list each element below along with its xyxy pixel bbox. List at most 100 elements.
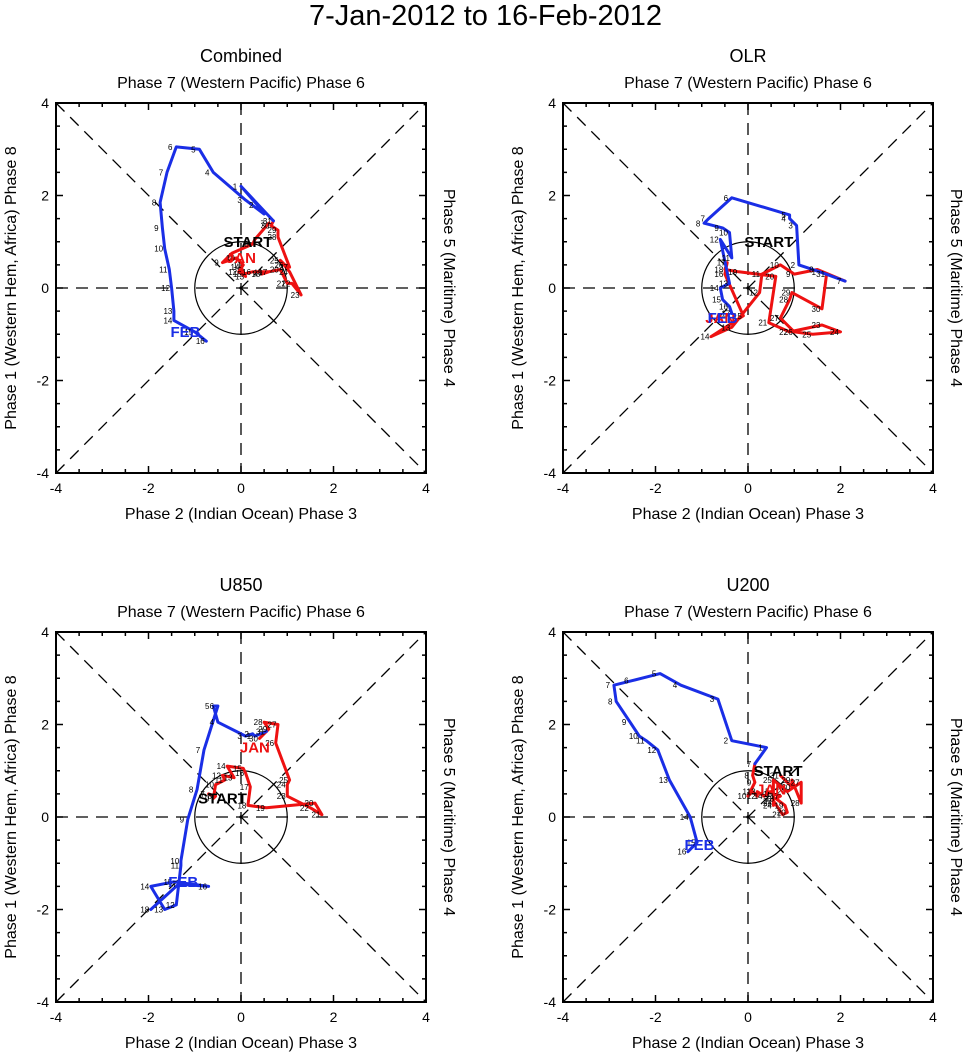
jan-label: JAN bbox=[226, 250, 256, 267]
bottom-axis-label: Phase 2 (Indian Ocean) Phase 3 bbox=[632, 506, 864, 523]
y-tick-label: 4 bbox=[41, 624, 49, 640]
day-label: 8 bbox=[809, 266, 814, 275]
day-label: 13 bbox=[719, 279, 728, 288]
feb-label: FEB bbox=[168, 874, 198, 891]
y-tick-label: -2 bbox=[544, 902, 557, 918]
day-label: 14 bbox=[217, 762, 226, 771]
day-label: 18 bbox=[237, 801, 246, 810]
day-label: 17 bbox=[240, 783, 249, 792]
day-label: 8 bbox=[744, 771, 749, 780]
bottom-axis-label: Phase 2 (Indian Ocean) Phase 3 bbox=[125, 506, 357, 523]
day-label: 17 bbox=[721, 309, 730, 318]
day-label: 6 bbox=[724, 194, 729, 203]
day-label: 23 bbox=[812, 321, 821, 330]
day-label: 17 bbox=[717, 259, 726, 268]
day-label: 18 bbox=[765, 795, 774, 804]
day-label: 15 bbox=[761, 788, 770, 797]
day-label: 8 bbox=[189, 785, 194, 794]
day-label: 11 bbox=[215, 776, 224, 785]
day-label: 7 bbox=[159, 168, 164, 177]
day-label: 10 bbox=[738, 792, 747, 801]
day-label: 8 bbox=[244, 240, 249, 249]
feb-label: FEB bbox=[171, 324, 201, 341]
day-label: 27 bbox=[791, 778, 800, 787]
top-axis-label: Phase 7 (Western Pacific) Phase 6 bbox=[624, 75, 872, 92]
day-label: 26 bbox=[784, 328, 793, 337]
day-label: 2 bbox=[791, 261, 796, 270]
panel-title: OLR bbox=[729, 46, 766, 66]
left-axis-label: Phase 1 (Western Hem, Africa) Phase 8 bbox=[510, 675, 527, 958]
day-label: 8 bbox=[696, 219, 701, 228]
series-line-january bbox=[746, 762, 803, 817]
day-label: 22 bbox=[281, 279, 290, 288]
x-tick-label: 2 bbox=[330, 480, 338, 496]
day-label: 16 bbox=[198, 882, 207, 891]
x-tick-label: -4 bbox=[557, 1009, 570, 1025]
day-label: 16 bbox=[235, 769, 244, 778]
day-label: 31 bbox=[770, 771, 779, 780]
day-label: 23 bbox=[277, 792, 286, 801]
day-label: 9 bbox=[180, 815, 185, 824]
day-label: 17 bbox=[258, 268, 267, 277]
day-label: 24 bbox=[279, 268, 288, 277]
day-label: 6 bbox=[624, 677, 629, 686]
left-axis-label: Phase 1 (Western Hem, Africa) Phase 8 bbox=[3, 146, 20, 429]
day-label: 22 bbox=[763, 797, 772, 806]
day-label: 2 bbox=[724, 737, 729, 746]
day-label: 16 bbox=[719, 303, 728, 312]
day-label: 27 bbox=[770, 314, 779, 323]
day-label: 16 bbox=[242, 268, 251, 277]
y-tick-label: -4 bbox=[544, 994, 557, 1010]
day-label: 29 bbox=[781, 289, 790, 298]
x-tick-label: 2 bbox=[330, 1009, 338, 1025]
start-label: START bbox=[754, 763, 803, 780]
day-label: 25 bbox=[279, 776, 288, 785]
panel-combined: Combined Phase 7 (Western Pacific) Phase … bbox=[3, 46, 457, 523]
day-label: 13 bbox=[224, 774, 233, 783]
y-tick-label: -4 bbox=[37, 994, 50, 1010]
day-label: 22 bbox=[300, 804, 309, 813]
day-label: 5 bbox=[205, 702, 210, 711]
day-label: 18 bbox=[251, 270, 260, 279]
day-label: 16 bbox=[196, 337, 205, 346]
day-label: 25 bbox=[270, 256, 279, 265]
bottom-axis-label: Phase 2 (Indian Ocean) Phase 3 bbox=[632, 1035, 864, 1052]
day-label: 12 bbox=[166, 901, 175, 910]
day-label: 7 bbox=[606, 681, 611, 690]
day-label: 6 bbox=[210, 702, 215, 711]
start-label: START bbox=[198, 791, 247, 808]
day-label: 3 bbox=[237, 196, 242, 205]
series-line-february bbox=[612, 672, 768, 854]
day-label: 12 bbox=[747, 792, 756, 801]
y-tick-label: 0 bbox=[41, 809, 49, 825]
right-axis-label: Phase 5 (Maritime) Phase 4 bbox=[440, 718, 457, 916]
day-label: 16 bbox=[677, 848, 686, 857]
day-label: 1 bbox=[247, 732, 252, 741]
day-label: 31 bbox=[256, 727, 265, 736]
day-label: 9 bbox=[786, 270, 791, 279]
day-label: 29 bbox=[268, 226, 277, 235]
x-tick-label: 4 bbox=[929, 1009, 937, 1025]
day-label: 30 bbox=[249, 734, 258, 743]
right-axis-label: Phase 5 (Maritime) Phase 4 bbox=[947, 718, 964, 916]
series-line-january bbox=[207, 720, 324, 817]
day-label: 18 bbox=[140, 906, 149, 915]
day-label: 26 bbox=[265, 739, 274, 748]
x-tick-label: 4 bbox=[929, 480, 937, 496]
series-line-february bbox=[158, 145, 275, 343]
day-label: 9 bbox=[622, 718, 627, 727]
feb-label: FEB bbox=[684, 837, 714, 854]
day-label: 4 bbox=[673, 681, 678, 690]
day-label: 25 bbox=[763, 776, 772, 785]
day-label: 9 bbox=[205, 795, 210, 804]
day-label: 12 bbox=[228, 268, 237, 277]
day-label: 27 bbox=[279, 263, 288, 272]
left-axis-label: Phase 1 (Western Hem, Africa) Phase 8 bbox=[510, 146, 527, 429]
x-tick-label: -2 bbox=[142, 1009, 155, 1025]
day-label: 13 bbox=[659, 776, 668, 785]
day-label: 20 bbox=[777, 808, 786, 817]
day-label: 11 bbox=[171, 862, 180, 871]
day-label: 14 bbox=[680, 813, 689, 822]
day-label: 4 bbox=[210, 718, 215, 727]
